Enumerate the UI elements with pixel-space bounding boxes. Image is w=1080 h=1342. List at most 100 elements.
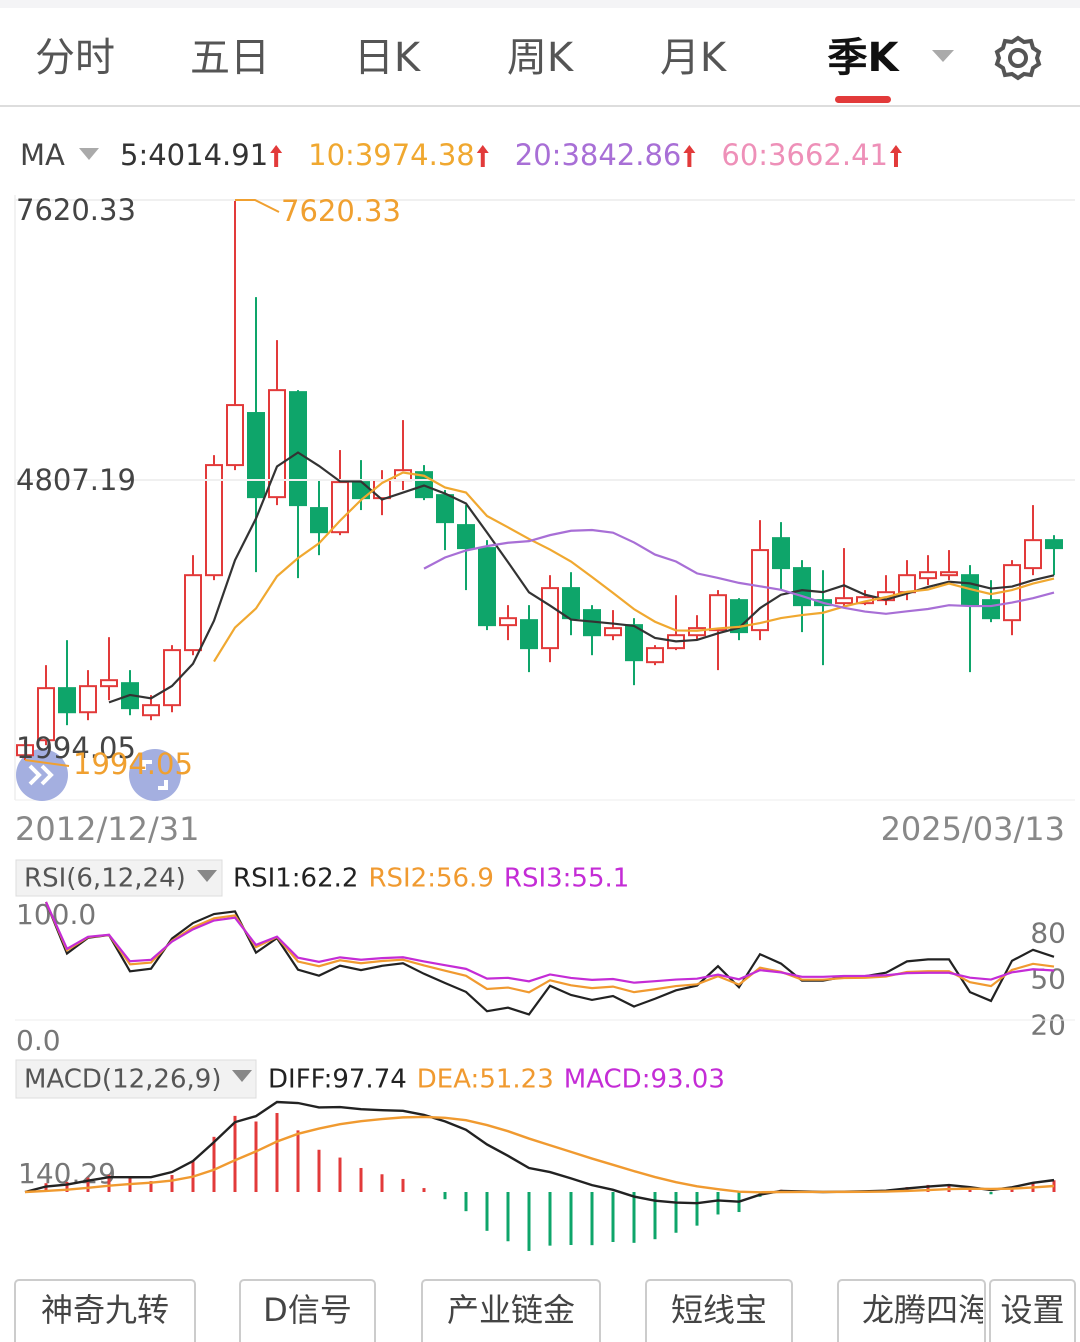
- candle-body: [37, 687, 55, 742]
- ma-line: [108, 451, 1055, 704]
- macd-line: [24, 1100, 1055, 1205]
- candle-body: [184, 574, 202, 652]
- y-tick-label: 7620.33: [16, 193, 136, 227]
- x-start-date: 2012/12/31: [15, 810, 199, 848]
- macd-label[interactable]: MACD(12,26,9): [24, 1065, 221, 1095]
- tool-button-label[interactable]: D信号: [263, 1291, 352, 1329]
- tool-button[interactable]: [837, 1279, 986, 1342]
- macd-line: [24, 1115, 1055, 1194]
- tab-dropdown[interactable]: [932, 50, 954, 62]
- candle-body: [541, 587, 559, 650]
- candle-body: [982, 599, 1000, 620]
- ma-value: 10:3974.38: [308, 138, 475, 172]
- tab[interactable]: 季K: [828, 35, 901, 81]
- active-tab-underline: [835, 96, 891, 103]
- up-arrow: [476, 145, 489, 167]
- macd-value: DIFF:97.74: [268, 1065, 407, 1095]
- tab[interactable]: 五日: [190, 35, 270, 81]
- tool-button[interactable]: [645, 1279, 793, 1342]
- tool-button-label[interactable]: 龙腾四海: [862, 1291, 990, 1329]
- candle-body: [205, 464, 223, 577]
- candle-body: [898, 574, 916, 594]
- candle-body: [604, 627, 622, 637]
- rsi-dropdown[interactable]: [197, 870, 217, 882]
- candle-body: [247, 412, 265, 499]
- up-arrow: [889, 145, 902, 167]
- candle-body: [520, 619, 538, 650]
- tool-button[interactable]: [239, 1279, 376, 1342]
- macd-selector[interactable]: [15, 1059, 257, 1099]
- settings-gear[interactable]: [994, 35, 1042, 81]
- candle-body: [646, 647, 664, 664]
- status-strip: [0, 0, 1080, 8]
- candle-body: [562, 587, 580, 620]
- candle-body: [751, 549, 769, 632]
- rsi-line: [44, 901, 1055, 994]
- candle-body: [1045, 539, 1063, 550]
- candle-body: [58, 687, 76, 714]
- rsi-value: RSI3:55.1: [504, 864, 629, 894]
- candle-body: [457, 524, 475, 550]
- candle-body: [268, 389, 286, 499]
- candle-body: [100, 679, 118, 688]
- ma-value: 5:4014.91: [120, 138, 268, 172]
- rsi-value: RSI2:56.9: [368, 864, 493, 894]
- tool-button-label[interactable]: 神奇九转: [41, 1291, 169, 1329]
- tab[interactable]: 日K: [354, 35, 422, 81]
- tool-button[interactable]: [989, 1279, 1076, 1342]
- tab[interactable]: 周K: [507, 35, 575, 81]
- macd-dropdown[interactable]: [232, 1070, 252, 1082]
- tab[interactable]: 月K: [660, 35, 728, 81]
- candle-body: [793, 567, 811, 607]
- candle-body: [478, 547, 496, 627]
- max-marker-line: [235, 199, 280, 213]
- rsi-value: RSI1:62.2: [233, 864, 358, 894]
- rsi-right-tick-label: 20: [1030, 1008, 1066, 1041]
- tool-button-label[interactable]: 设置: [1000, 1291, 1064, 1329]
- ma-value: 60:3662.41: [721, 138, 888, 172]
- candle-body: [16, 744, 34, 757]
- expand-icon: [28, 764, 54, 786]
- tool-button-label[interactable]: 短线宝: [671, 1291, 767, 1329]
- candle-body: [331, 481, 349, 534]
- rsi-line: [44, 901, 1055, 984]
- rsi-right-tick-label: 80: [1030, 917, 1066, 950]
- candle-body: [1024, 539, 1042, 570]
- tool-button[interactable]: [14, 1279, 196, 1342]
- ma-line: [423, 528, 1055, 615]
- rsi-tick-label: 0.0: [16, 1024, 61, 1057]
- candle-body: [919, 571, 937, 580]
- candle-body: [436, 494, 454, 524]
- candle-body: [940, 571, 958, 577]
- tool-button[interactable]: [421, 1279, 601, 1342]
- min-marker-line: [24, 759, 70, 767]
- candle-body: [310, 507, 328, 534]
- rsi-line: [44, 901, 1055, 1016]
- y-tick-label: 1994.05: [16, 731, 136, 765]
- candle-body: [1003, 564, 1021, 622]
- macd-value: DEA:51.23: [417, 1065, 554, 1095]
- tab[interactable]: 分时: [35, 35, 115, 81]
- max-marker-label: 7620.33: [281, 194, 401, 228]
- candle-body: [226, 404, 244, 467]
- y-tick-label: 4807.19: [16, 463, 136, 497]
- candle-body: [163, 649, 181, 707]
- tool-button-label[interactable]: 产业链金: [447, 1291, 575, 1329]
- rsi-selector[interactable]: [15, 859, 223, 897]
- ma-label[interactable]: MA: [20, 138, 65, 172]
- candle-body: [499, 617, 517, 627]
- rsi-right-tick-label: 50: [1030, 963, 1066, 996]
- candle-body: [709, 594, 727, 632]
- min-marker-label: 1994.05: [73, 747, 193, 781]
- x-end-date: 2025/03/13: [881, 810, 1065, 848]
- candle-body: [142, 704, 160, 717]
- candle-body: [79, 685, 97, 714]
- fullscreen-icon: [142, 760, 168, 790]
- expand-button[interactable]: [16, 749, 68, 801]
- ma-dropdown[interactable]: [79, 148, 99, 160]
- macd-value: MACD:93.03: [564, 1065, 725, 1095]
- candle-body: [772, 537, 790, 570]
- rsi-label[interactable]: RSI(6,12,24): [24, 864, 186, 894]
- up-arrow: [270, 145, 283, 167]
